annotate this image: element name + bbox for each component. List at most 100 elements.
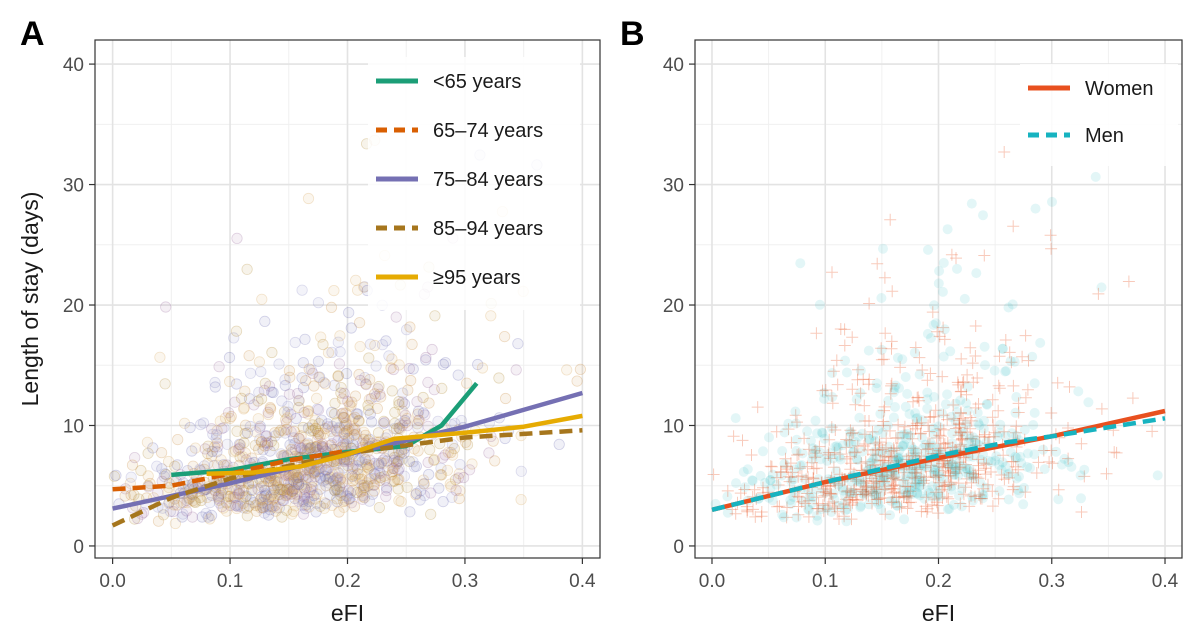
scatter-point-women (841, 484, 854, 497)
scatter-point (288, 473, 301, 486)
scatter-point (259, 315, 271, 327)
scatter-point-women (805, 456, 818, 469)
scatter-point (334, 346, 346, 358)
scatter-point (363, 473, 375, 485)
scatter-point (308, 467, 320, 479)
scatter-point-men (956, 483, 967, 494)
scatter-point (197, 417, 210, 429)
scatter-point-men (882, 474, 893, 485)
scatter-point (317, 475, 329, 487)
scatter-point (288, 483, 300, 495)
scatter-point (435, 462, 447, 474)
scatter-point-women (906, 471, 919, 484)
scatter-point (297, 382, 310, 394)
scatter-point (206, 450, 218, 462)
scatter-point (391, 458, 403, 470)
scatter-point-men (1028, 420, 1039, 430)
scatter-point-men (1018, 499, 1029, 510)
scatter-point-women (905, 496, 917, 509)
scatter-point-men (846, 439, 857, 449)
scatter-point-men (914, 369, 925, 380)
scatter-point (230, 325, 243, 337)
scatter-point-men (976, 454, 986, 465)
scatter-point-women (933, 469, 945, 482)
scatter-point-women (934, 430, 947, 443)
scatter-point (342, 432, 355, 444)
scatter-point-women (939, 479, 952, 492)
scatter-point (318, 497, 331, 509)
scatter-point-women (884, 213, 897, 226)
scatter-point (271, 480, 283, 492)
scatter-point (417, 478, 430, 490)
scatter-point-women (1126, 392, 1139, 405)
scatter-point (233, 438, 245, 450)
scatter-point (340, 407, 352, 419)
scatter-point-women (951, 376, 964, 389)
scatter-point-men (956, 427, 967, 438)
scatter-point-women (982, 478, 994, 491)
scatter-point (291, 469, 303, 481)
scatter-point-men (1011, 430, 1022, 441)
scatter-point (279, 427, 291, 439)
scatter-point (442, 446, 454, 458)
scatter-point (230, 378, 243, 390)
scatter-point (318, 427, 330, 440)
scatter-point-women (966, 357, 979, 370)
scatter-point-women (910, 463, 923, 476)
scatter-point (286, 485, 298, 497)
scatter-point (386, 465, 399, 478)
scatter-point-women (807, 472, 820, 484)
scatter-point (314, 429, 326, 441)
scatter-point (374, 467, 386, 479)
scatter-point-women (972, 464, 985, 477)
scatter-point-women (810, 502, 823, 515)
scatter-point-women (964, 341, 977, 354)
scatter-point (125, 489, 137, 501)
scatter-point (398, 398, 411, 410)
scatter-point-women (919, 443, 932, 456)
scatter-point-women (843, 434, 856, 447)
scatter-point (392, 464, 404, 477)
scatter-point-women (1078, 470, 1091, 483)
scatter-point-men (876, 344, 887, 355)
scatter-point-women (886, 285, 899, 298)
scatter-point-women (779, 452, 792, 465)
scatter-point-women (843, 494, 856, 507)
scatter-point-men (1014, 488, 1025, 499)
scatter-point-women (822, 497, 835, 510)
scatter-point-women (1092, 287, 1105, 300)
panel-letter-a: A (20, 15, 45, 53)
scatter-point (250, 426, 262, 438)
scatter-point-women (915, 470, 928, 483)
scatter-point (331, 472, 343, 484)
scatter-point-men (851, 394, 862, 405)
scatter-point-men (1015, 451, 1026, 462)
scatter-point-men (731, 478, 741, 489)
scatter-point-men (912, 412, 923, 423)
scatter-point-women (924, 411, 937, 423)
scatter-point (392, 483, 404, 495)
scatter-point (234, 500, 246, 512)
scatter-point (228, 446, 240, 458)
scatter-point (393, 359, 405, 371)
scatter-point-men (878, 243, 888, 254)
scatter-point (248, 399, 260, 411)
scatter-point-women (920, 505, 933, 518)
scatter-point (341, 419, 353, 431)
scatter-point-men (933, 467, 944, 478)
scatter-point-men (842, 504, 853, 515)
scatter-point-women (871, 257, 884, 270)
scatter-point (361, 477, 373, 489)
scatter-point (244, 367, 257, 379)
scatter-point (393, 422, 405, 434)
scatter-point (244, 493, 257, 506)
scatter-point (300, 498, 312, 511)
scatter-point (279, 374, 291, 386)
scatter-point (231, 425, 243, 437)
scatter-point (293, 394, 305, 406)
scatter-point-women (883, 450, 896, 463)
scatter-point-women (1007, 220, 1020, 233)
scatter-point (207, 428, 219, 440)
scatter-point (463, 464, 476, 476)
scatter-point (328, 408, 341, 420)
